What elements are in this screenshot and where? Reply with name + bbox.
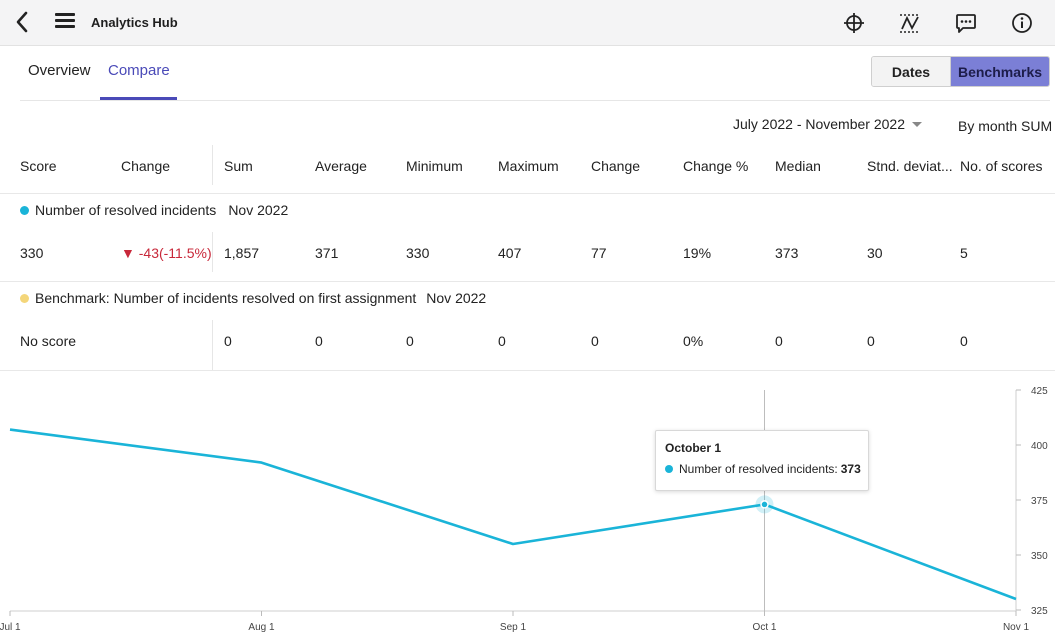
crosshair-icon	[844, 13, 864, 33]
app-title: Analytics Hub	[91, 15, 178, 30]
y-tick-label: 375	[1031, 496, 1048, 507]
x-tick-label: Aug 1	[248, 622, 275, 633]
comment-button[interactable]	[953, 11, 979, 35]
maximum-value: 0	[498, 333, 506, 349]
y-tick-label: 325	[1031, 606, 1048, 617]
active-tab-indicator	[100, 97, 177, 100]
tooltip-value: 373	[840, 462, 861, 476]
menu-button[interactable]	[55, 11, 79, 33]
x-tick-label: Jul 1	[0, 622, 21, 633]
crosshair-button[interactable]	[841, 11, 867, 35]
change-percent-value: 19%	[683, 245, 712, 261]
tab-compare[interactable]: Compare	[108, 62, 170, 79]
dates-button[interactable]: Dates	[872, 57, 951, 86]
median-value: 0	[775, 333, 783, 349]
info-icon	[1012, 13, 1032, 33]
column-divider	[212, 145, 213, 185]
y-tick-label: 400	[1031, 441, 1048, 452]
row-divider	[0, 281, 1055, 282]
tooltip-series-dot	[665, 465, 673, 473]
maximum-value: 407	[498, 245, 522, 261]
header-average: Average	[315, 158, 367, 174]
x-tick-label: Nov 1	[1003, 622, 1030, 633]
header-no-of-scores: No. of scores	[960, 158, 1043, 174]
average-value: 371	[315, 245, 339, 261]
chevron-down-icon[interactable]	[912, 122, 922, 127]
series-color-dot	[20, 205, 29, 215]
top-bar: Analytics Hub	[0, 0, 1055, 46]
y-tick-label: 350	[1031, 551, 1048, 562]
chart-tooltip: October 1 Number of resolved incidents: …	[655, 430, 869, 491]
std-deviation-value: 30	[867, 245, 883, 261]
x-tick-label: Sep 1	[500, 622, 527, 633]
sum-value: 1,857	[224, 245, 260, 261]
row-divider	[0, 370, 1055, 371]
score-value: 330	[20, 245, 44, 261]
average-value: 0	[315, 333, 323, 349]
sum-value: 0	[224, 333, 232, 349]
header-sum: Sum	[224, 158, 253, 174]
change-abs-value: 77	[591, 245, 607, 261]
tabs-divider	[20, 100, 1050, 101]
series-name: Number of resolved incidents	[35, 202, 217, 218]
header-change: Change	[121, 158, 171, 174]
tooltip-row: Number of resolved incidents: 373	[665, 462, 861, 476]
tooltip-label: Number of resolved incidents:	[679, 462, 838, 476]
header-change-abs: Change	[591, 158, 641, 174]
menu-icon-bar	[55, 25, 75, 28]
no-of-scores-value: 5	[960, 245, 968, 261]
line-chart[interactable]: 425 400 375 350 325 Jul 1 Aug 1 Sep 1 Oct 1 Nov 1	[0, 380, 1055, 639]
compare-mode-toggle: Dates Benchmarks	[871, 56, 1050, 87]
series-label: Benchmark: Number of incidents resolved …	[20, 290, 486, 306]
std-deviation-value: 0	[867, 333, 875, 349]
row-divider	[0, 193, 1055, 194]
score-value: No score	[20, 333, 77, 349]
hover-point	[760, 500, 769, 509]
header-std-deviation: Stnd. deviat...	[867, 158, 953, 174]
comment-icon	[956, 14, 976, 33]
back-icon	[16, 11, 28, 33]
back-button[interactable]	[10, 9, 34, 35]
series-period: Nov 2022	[228, 202, 289, 218]
tooltip-title: October 1	[665, 441, 722, 455]
series-line	[9, 428, 1017, 601]
y-tick-label: 425	[1031, 386, 1048, 397]
column-divider	[212, 320, 213, 370]
aggregation-select[interactable]: By month SUM	[958, 118, 1053, 134]
header-minimum: Minimum	[406, 158, 463, 174]
series-period: Nov 2022	[426, 290, 487, 306]
header-maximum: Maximum	[498, 158, 559, 174]
change-percent-value: 0%	[683, 333, 704, 349]
series-name: Benchmark: Number of incidents resolved …	[35, 290, 417, 306]
header-change-percent: Change %	[683, 158, 749, 174]
header-median: Median	[775, 158, 821, 174]
series-color-dot	[20, 293, 29, 303]
change-abs-value: 0	[591, 333, 599, 349]
trend-button[interactable]	[897, 11, 923, 35]
info-button[interactable]	[1009, 11, 1035, 35]
no-of-scores-value: 0	[960, 333, 968, 349]
series-label: Number of resolved incidents Nov 2022	[20, 202, 288, 218]
tab-overview[interactable]: Overview	[28, 62, 91, 79]
minimum-value: 0	[406, 333, 414, 349]
median-value: 373	[775, 245, 799, 261]
menu-icon	[55, 13, 75, 16]
date-range-select[interactable]: July 2022 - November 2022	[733, 116, 905, 132]
minimum-value: 330	[406, 245, 430, 261]
header-score: Score	[20, 158, 57, 174]
x-tick-label: Oct 1	[753, 622, 777, 633]
column-divider	[212, 232, 213, 272]
trend-icon	[900, 14, 920, 33]
menu-icon-bar	[55, 19, 75, 22]
benchmarks-button[interactable]: Benchmarks	[951, 57, 1049, 86]
change-value: ▼ -43(-11.5%)	[121, 245, 212, 261]
